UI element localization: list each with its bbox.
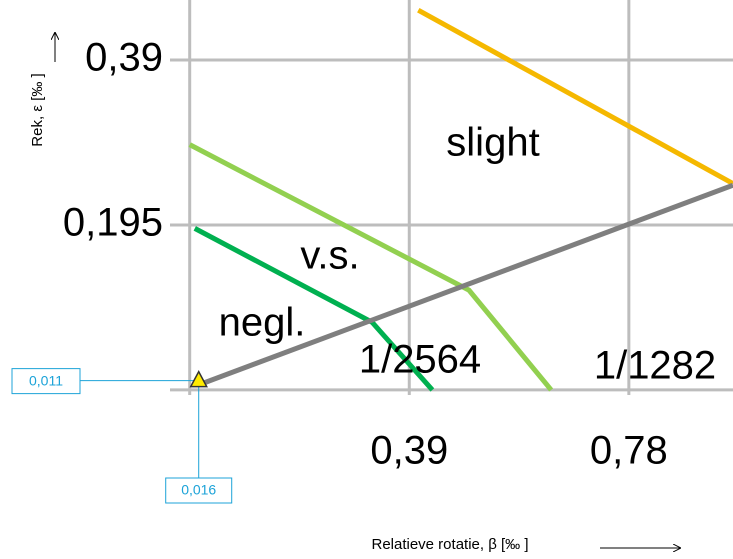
callout-box [11,368,81,395]
callout-label: 0,016 [181,482,216,498]
annotation: slight [446,121,539,165]
y-axis-label: Rek, ε [‰ ] [29,73,46,146]
annotation: 1/1282 [594,344,716,388]
annotation: v.s. [300,234,359,278]
x-axis-label: Relatieve rotatie, β [‰ ] [371,536,528,553]
annotation: 1/2564 [359,338,481,382]
point-marker [189,370,208,388]
y-tick-label: 0,39 [85,36,163,80]
series-line [197,182,733,388]
callout-box [165,477,233,504]
x-tick-label: 0,39 [370,429,448,473]
y-tick-label: 0,195 [63,201,163,245]
annotation: negl. [219,301,306,345]
callout-label: 0,011 [29,372,63,388]
x-tick-label: 0,78 [590,429,668,473]
series-line [417,7,733,186]
series-line [188,142,554,392]
